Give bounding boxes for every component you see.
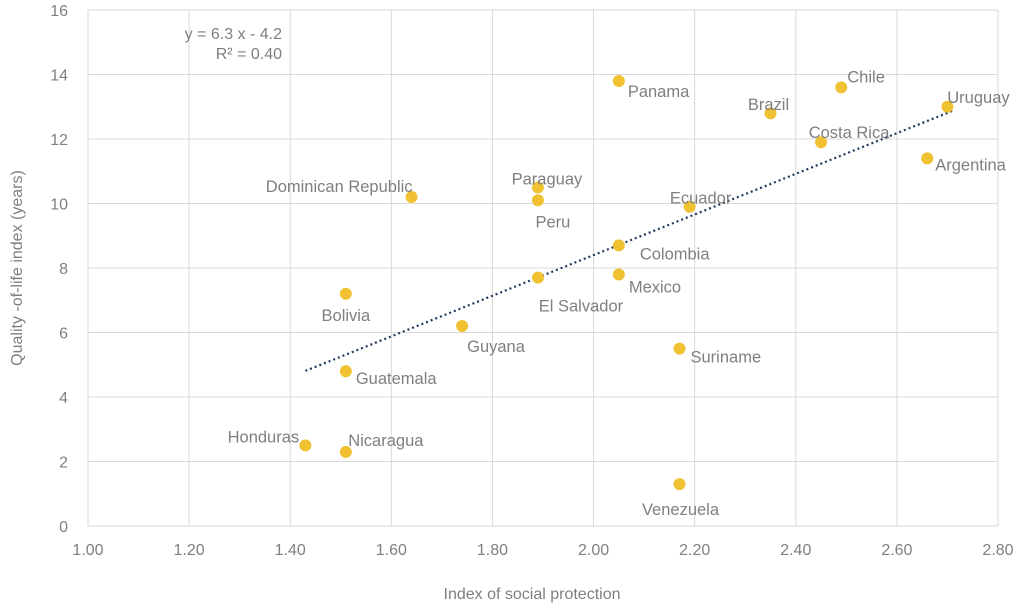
x-tick-label: 2.20 [679, 542, 710, 559]
data-point [339, 287, 352, 300]
point-label: Uruguay [947, 89, 1010, 107]
point-label: Dominican Republic [266, 178, 413, 196]
trendline [304, 109, 953, 372]
point-label: Nicaragua [348, 432, 424, 450]
x-tick-label: 1.40 [275, 542, 306, 559]
y-tick-label: 0 [59, 519, 68, 536]
data-point [673, 478, 686, 491]
point-label: Guyana [467, 338, 526, 356]
equation-label: y = 6.3 x - 4.2 [185, 26, 282, 43]
point-label: Guatemala [356, 370, 438, 388]
data-points [299, 74, 954, 491]
y-tick-label: 6 [59, 326, 68, 343]
point-label: Colombia [640, 245, 711, 263]
data-point [531, 181, 544, 194]
data-point [456, 320, 469, 333]
data-point [531, 271, 544, 284]
data-point [531, 194, 544, 207]
y-tick-label: 14 [50, 68, 68, 85]
x-tick-label: 1.80 [477, 542, 508, 559]
data-point [673, 342, 686, 355]
point-label: Argentina [935, 156, 1006, 174]
data-point [683, 200, 696, 213]
data-point [405, 191, 418, 204]
y-tick-label: 2 [59, 455, 68, 472]
point-label: El Salvador [539, 298, 624, 316]
data-point [921, 152, 934, 165]
x-tick-label: 1.20 [174, 542, 205, 559]
y-tick-label: 16 [50, 3, 68, 20]
x-tick-label: 1.00 [72, 542, 103, 559]
point-label: Paraguay [512, 170, 583, 188]
point-label: Bolivia [322, 307, 371, 325]
data-point [339, 445, 352, 458]
point-label: Mexico [629, 278, 681, 296]
point-labels: Panama Chile Brazil Uruguay Costa Rica Argent… [228, 68, 1011, 519]
x-tick-label: 1.60 [376, 542, 407, 559]
y-tick-label: 12 [50, 132, 68, 149]
data-point [941, 100, 954, 113]
x-tick-label: 2.60 [881, 542, 912, 559]
point-label: Ecuador [670, 190, 732, 208]
data-point [299, 439, 312, 452]
data-point [764, 107, 777, 120]
x-tick-label: 2.40 [780, 542, 811, 559]
point-label: Panama [628, 83, 690, 101]
data-point [612, 268, 625, 281]
x-axis-title: Index of social protection [444, 586, 621, 603]
y-tick-label: 10 [50, 197, 68, 214]
tick-labels: 0 2 4 6 8 10 12 14 16 1.00 1.20 1.40 1.60 1.80 2.00 2.2… [50, 3, 1013, 559]
point-label: Peru [536, 213, 571, 231]
data-point [612, 239, 625, 252]
data-point [339, 365, 352, 378]
point-label: Honduras [228, 428, 300, 446]
point-label: Chile [847, 68, 885, 86]
x-tick-label: 2.00 [578, 542, 609, 559]
grid [87, 9, 999, 527]
r-squared-label: R² = 0.40 [216, 46, 282, 63]
point-label: Venezuela [642, 501, 720, 519]
point-label: Suriname [691, 349, 762, 367]
point-label: Brazil [748, 96, 789, 114]
y-tick-label: 8 [59, 261, 68, 278]
data-point [612, 74, 625, 87]
y-axis-title: Quality -of-life index (years) [9, 170, 26, 366]
data-point [835, 81, 848, 94]
data-point [815, 136, 828, 149]
x-tick-label: 2.80 [982, 542, 1013, 559]
y-tick-label: 4 [59, 390, 68, 407]
point-label: Costa Rica [809, 124, 891, 142]
